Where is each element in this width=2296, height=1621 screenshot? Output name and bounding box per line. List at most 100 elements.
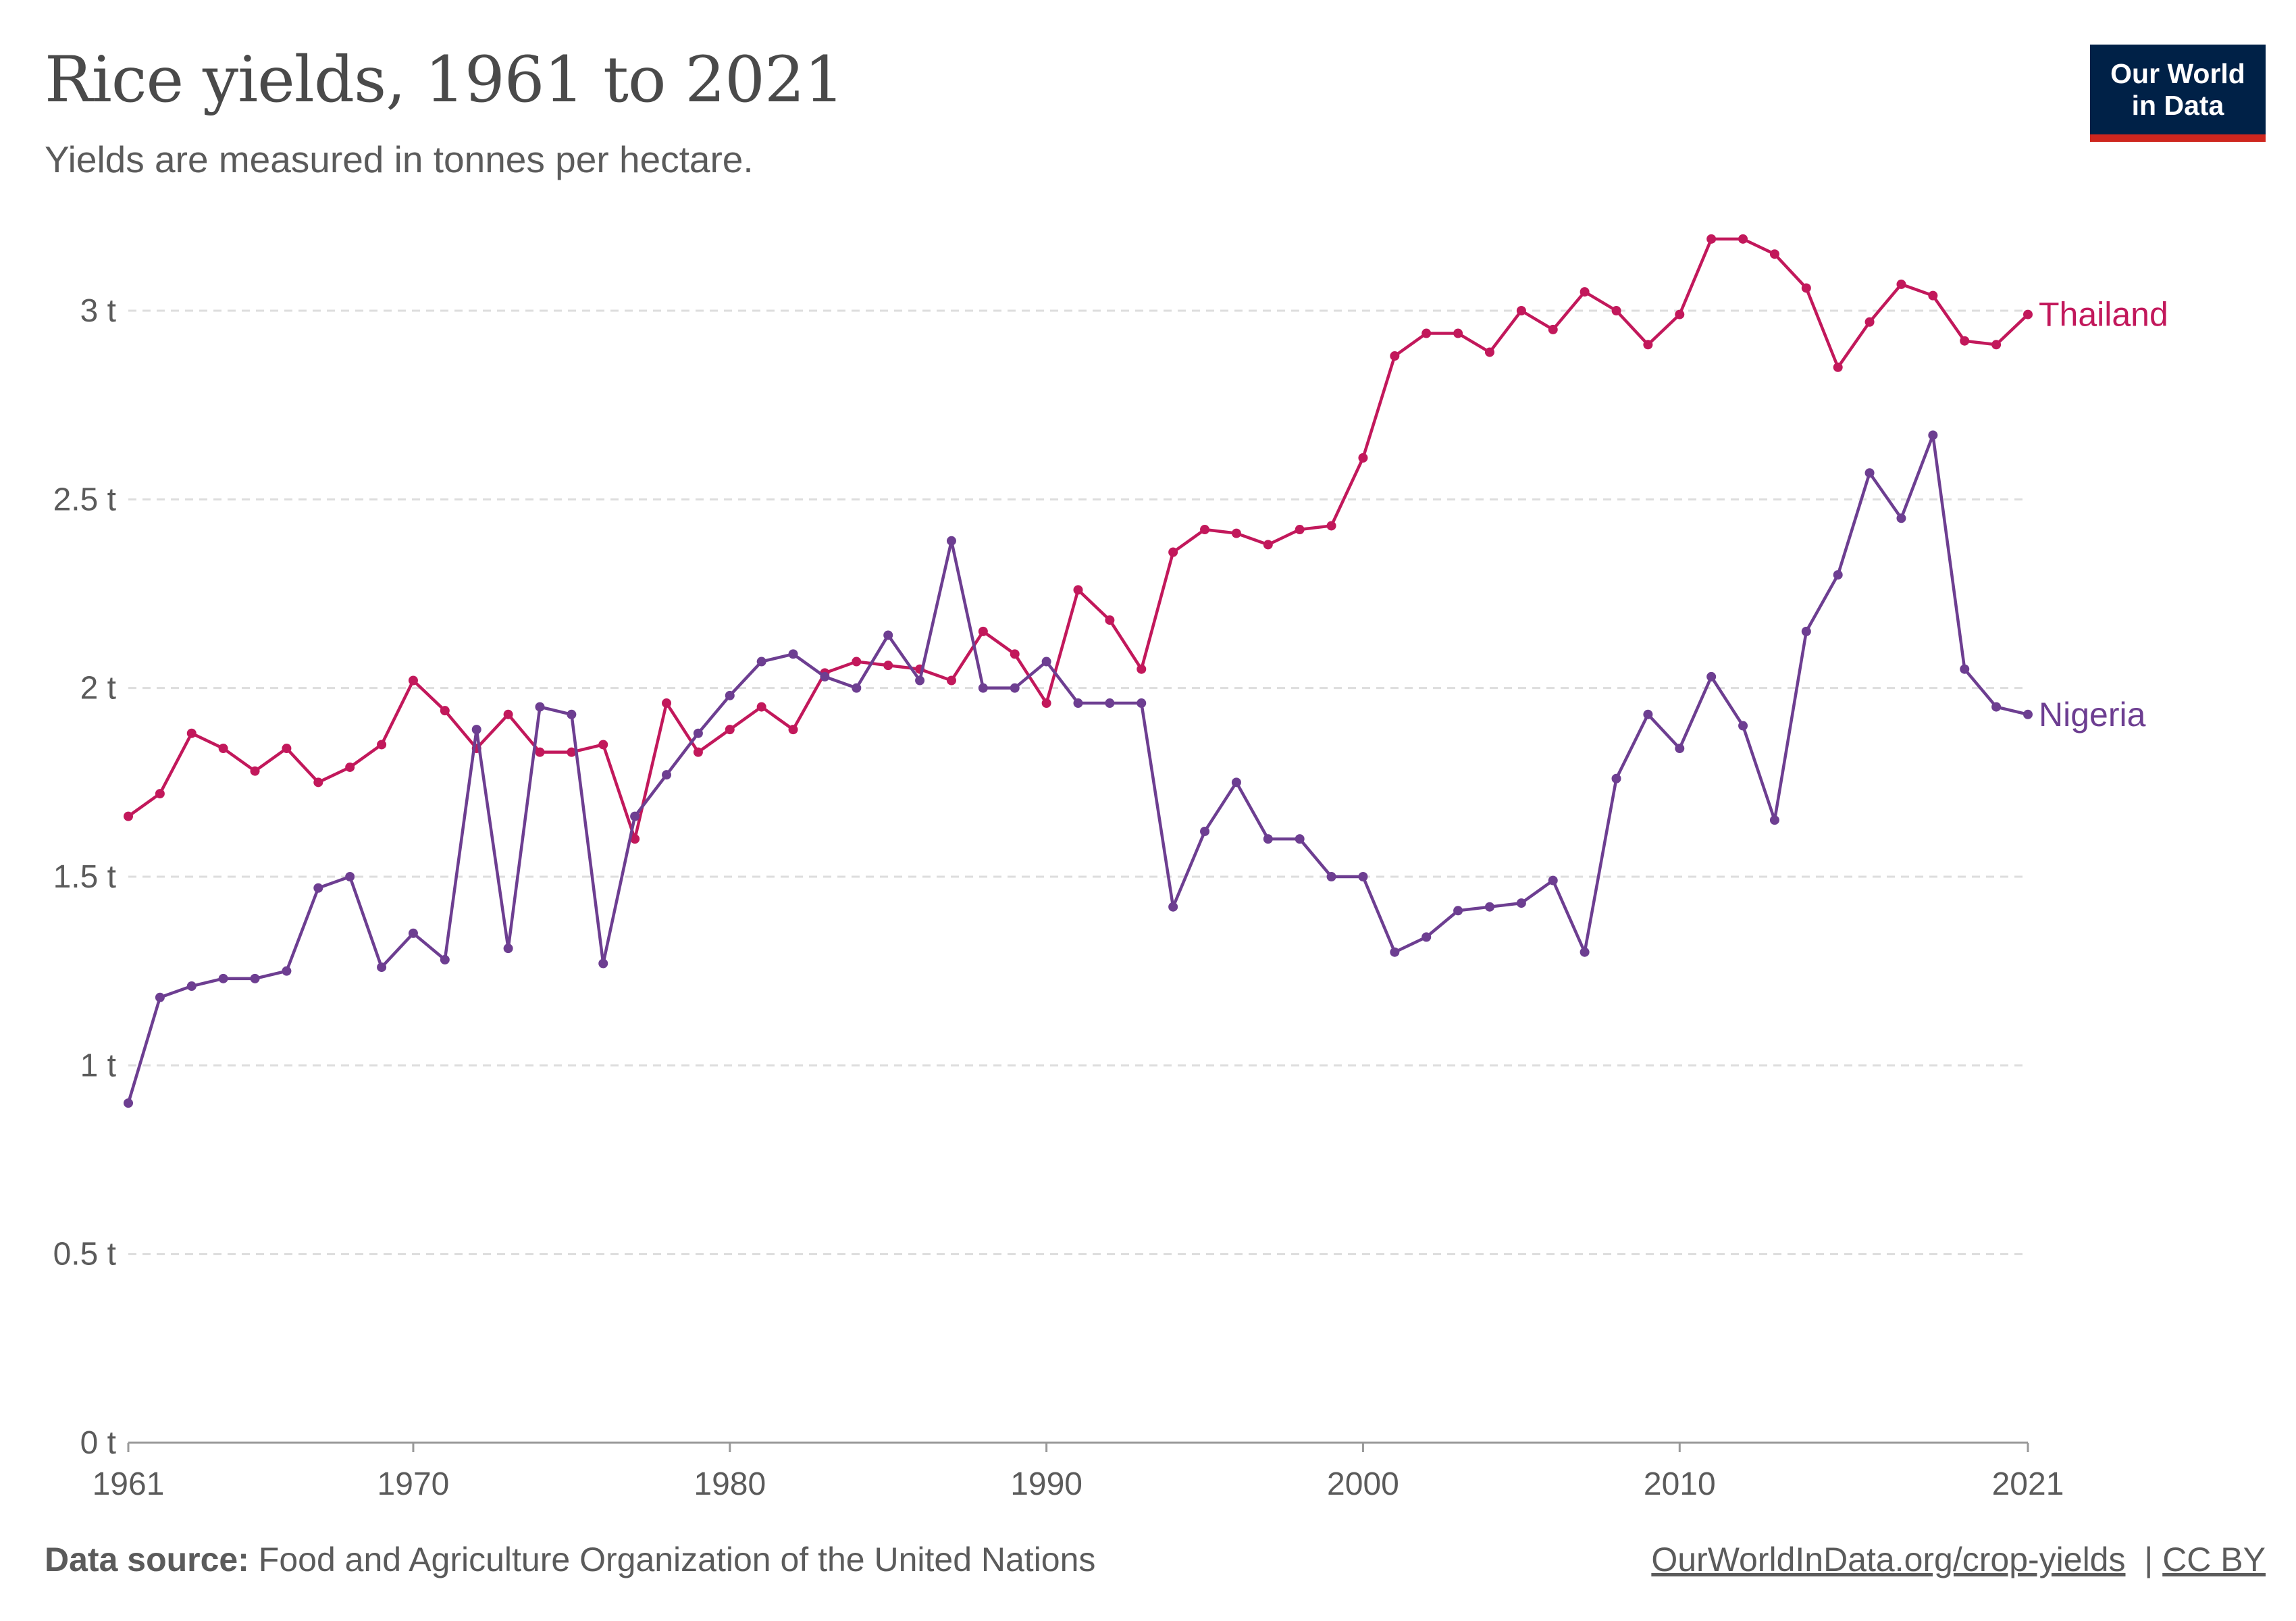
data-point-nigeria [1073,698,1083,709]
data-point-nigeria [1421,932,1432,942]
data-point-thailand [440,706,450,716]
data-point-thailand [662,698,672,709]
data-point-nigeria [1295,834,1305,844]
data-point-thailand [852,657,862,667]
data-point-thailand [1896,279,1906,289]
data-point-nigeria [1041,657,1051,667]
y-tick-label: 2.5 t [53,482,116,517]
data-point-thailand [2023,309,2033,319]
data-point-nigeria [1326,872,1336,881]
data-point-thailand [693,747,703,757]
data-point-nigeria [1896,513,1906,523]
data-point-thailand [1580,287,1590,297]
data-point-nigeria [124,1098,133,1108]
data-point-nigeria [250,973,260,983]
data-point-nigeria [662,770,672,780]
data-point-nigeria [1200,826,1210,836]
license-link[interactable]: CC BY [2162,1541,2266,1578]
data-point-nigeria [1643,709,1653,719]
data-point-thailand [1295,525,1305,535]
data-point-thailand [1991,340,2002,350]
data-point-nigeria [471,725,481,735]
x-tick-label: 2021 [1992,1466,2064,1502]
data-point-nigeria [883,630,893,640]
data-point-nigeria [1611,773,1621,783]
data-point-nigeria [1580,947,1590,957]
data-source-label: Data source: [45,1541,249,1578]
owid-logo[interactable]: Our World in Data [2090,45,2266,142]
data-point-nigeria [218,973,228,983]
y-tick-label: 0 t [80,1425,116,1461]
logo-line-2: in Data [2131,89,2224,121]
data-point-nigeria [1231,777,1241,788]
footer-links: OurWorldInData.org/crop-yields | CC BY [1651,1540,2266,1579]
y-tick-label: 0.5 t [53,1237,116,1272]
logo-line-1: Our World [2110,57,2245,89]
data-source-text: Food and Agriculture Organization of the… [258,1541,1096,1578]
data-point-thailand [1484,347,1494,357]
data-point-nigeria [1010,683,1020,693]
data-point-nigeria [1453,906,1463,916]
data-point-thailand [345,762,355,772]
y-tick-label: 3 t [80,293,116,329]
data-point-nigeria [1864,468,1875,478]
series [124,234,2033,1108]
x-tick-label: 1980 [694,1466,766,1502]
data-point-nigeria [725,690,735,700]
data-point-nigeria [1738,721,1748,731]
data-point-thailand [1358,453,1368,463]
axes: 0 t 0.5 t 1 t 1.5 t 2 t 2.5 t 3 t 1961 1970 1980 1… [53,293,2064,1502]
data-point-nigeria [1263,834,1273,844]
data-point-nigeria [155,992,165,1002]
source-link[interactable]: OurWorldInData.org/crop-yields [1651,1541,2126,1578]
data-point-nigeria [915,675,925,686]
data-point-nigeria [313,883,323,893]
data-point-thailand [155,789,165,799]
data-point-nigeria [1516,898,1526,908]
data-point-nigeria [1706,671,1717,681]
data-point-nigeria [788,649,798,659]
data-point-nigeria [1928,430,1938,440]
data-point-thailand [725,725,735,735]
data-point-thailand [1390,351,1400,361]
data-point-thailand [1073,585,1083,595]
data-point-thailand [124,811,133,821]
data-point-nigeria [630,811,640,821]
data-point-nigeria [1168,902,1178,912]
data-point-nigeria [693,728,703,738]
series-line-nigeria [126,434,2030,1105]
chart-title: Rice yields, 1961 to 2021 [45,43,845,117]
series-labels: Thailand Nigeria [2039,296,2168,734]
data-point-thailand [978,626,988,636]
data-point-thailand [1960,336,1970,346]
data-point-nigeria [1769,815,1779,825]
data-point-thailand [1326,521,1336,531]
data-point-thailand [1010,649,1020,659]
data-point-nigeria [852,683,862,693]
data-point-nigeria [1801,626,1811,636]
data-point-thailand [1833,362,1843,372]
data-point-thailand [1643,340,1653,350]
data-point-thailand [503,709,513,719]
data-source: Data source: Food and Agriculture Organi… [45,1540,1095,1579]
data-point-thailand [1611,306,1621,315]
footer-separator: | [2144,1541,2154,1578]
data-point-thailand [535,747,545,757]
data-point-nigeria [1390,947,1400,957]
data-point-nigeria [1484,902,1494,912]
data-point-nigeria [282,966,292,976]
data-point-nigeria [1675,744,1685,754]
data-point-thailand [377,740,387,750]
data-point-thailand [1738,234,1748,244]
data-point-nigeria [978,683,988,693]
data-point-thailand [567,747,577,757]
data-point-nigeria [756,657,766,667]
data-point-thailand [1548,324,1558,334]
data-point-thailand [1421,328,1432,338]
data-point-nigeria [377,962,387,973]
data-point-thailand [1263,540,1273,550]
data-point-thailand [1864,317,1875,327]
data-point-thailand [1516,306,1526,315]
data-point-thailand [250,766,260,776]
data-point-thailand [788,725,798,735]
